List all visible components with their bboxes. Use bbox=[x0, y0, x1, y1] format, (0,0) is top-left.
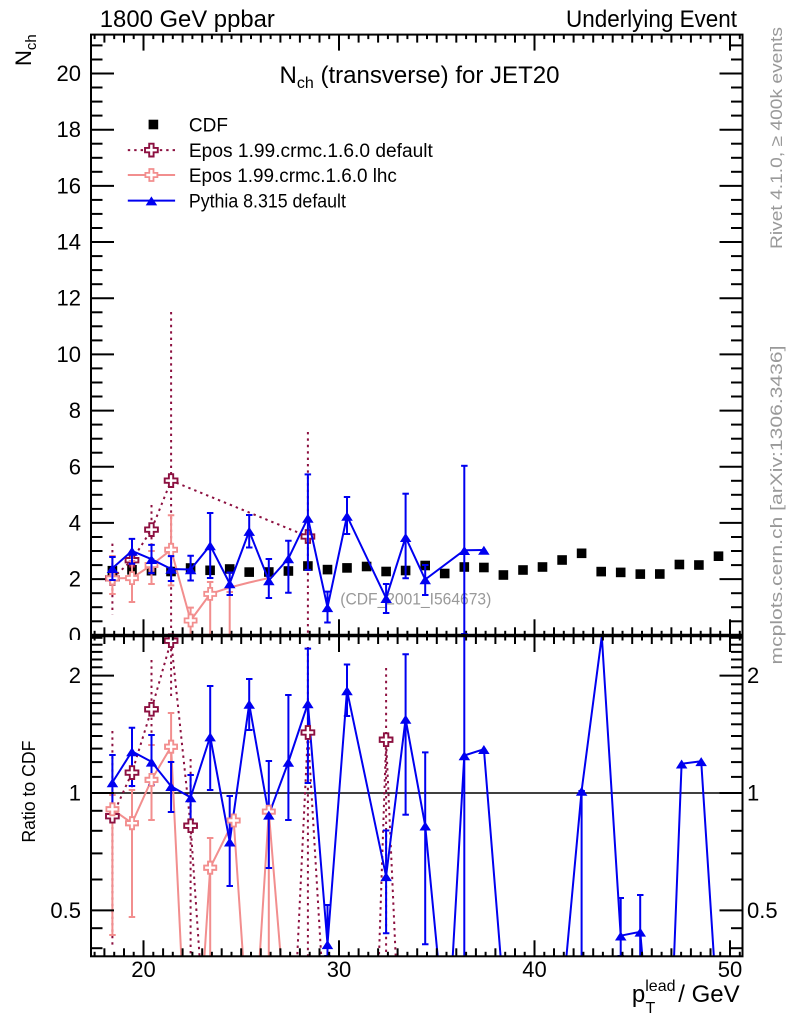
svg-text:CDF: CDF bbox=[189, 116, 228, 137]
svg-text:Underlying Event: Underlying Event bbox=[566, 6, 737, 33]
svg-text:(CDF_2001_I564673): (CDF_2001_I564673) bbox=[340, 591, 491, 609]
svg-text:1: 1 bbox=[747, 781, 759, 806]
svg-text:8: 8 bbox=[69, 398, 81, 423]
svg-text:0.5: 0.5 bbox=[747, 898, 778, 923]
svg-text:Nch (transverse) for JET20: Nch (transverse) for JET20 bbox=[280, 62, 560, 92]
svg-text:Rivet 4.1.0, ≥ 400k events: Rivet 4.1.0, ≥ 400k events bbox=[767, 27, 786, 249]
svg-text:1800 GeV ppbar: 1800 GeV ppbar bbox=[100, 6, 275, 33]
svg-text:Pythia 8.315 default: Pythia 8.315 default bbox=[189, 192, 347, 213]
svg-text:20: 20 bbox=[57, 61, 81, 86]
svg-text:Epos 1.99.crmc.1.6.0 default: Epos 1.99.crmc.1.6.0 default bbox=[189, 141, 434, 162]
svg-text:4: 4 bbox=[69, 510, 81, 535]
svg-text:2: 2 bbox=[69, 663, 81, 688]
svg-text:10: 10 bbox=[57, 342, 81, 367]
svg-text:40: 40 bbox=[522, 957, 546, 982]
svg-text:Epos 1.99.crmc.1.6.0 lhc: Epos 1.99.crmc.1.6.0 lhc bbox=[189, 166, 397, 187]
svg-text:Ratio to CDF: Ratio to CDF bbox=[19, 741, 39, 843]
svg-text:6: 6 bbox=[69, 454, 81, 479]
svg-text:mcplots.cern.ch [arXiv:1306.34: mcplots.cern.ch [arXiv:1306.3436] bbox=[767, 346, 786, 665]
svg-text:12: 12 bbox=[57, 286, 81, 311]
svg-text:30: 30 bbox=[327, 957, 351, 982]
svg-text:18: 18 bbox=[57, 117, 81, 142]
svg-text:14: 14 bbox=[57, 230, 81, 255]
svg-text:2: 2 bbox=[69, 567, 81, 592]
svg-text:2: 2 bbox=[747, 663, 759, 688]
svg-text:20: 20 bbox=[131, 957, 155, 982]
svg-text:1: 1 bbox=[69, 781, 81, 806]
svg-text:50: 50 bbox=[718, 957, 742, 982]
svg-text:0.5: 0.5 bbox=[50, 898, 81, 923]
svg-text:16: 16 bbox=[57, 173, 81, 198]
